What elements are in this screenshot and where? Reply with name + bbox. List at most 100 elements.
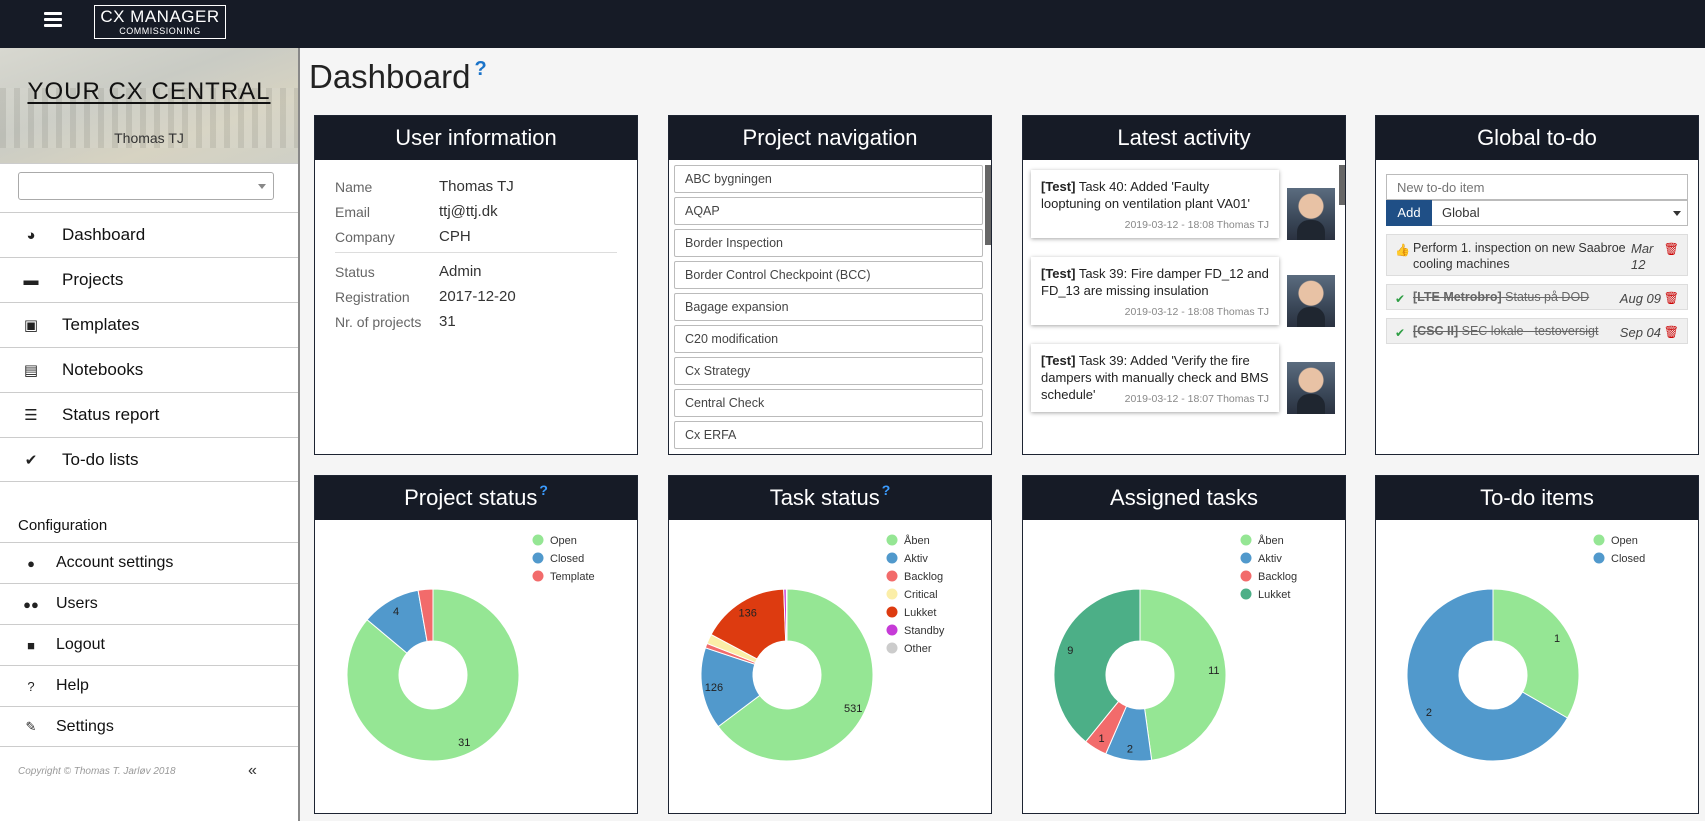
sidebar-item-account-settings[interactable]: ● Account settings xyxy=(0,542,298,583)
pie-slice[interactable] xyxy=(417,588,434,643)
activity-text: Task 39: Fire damper FD_12 and FD_13 are… xyxy=(1041,266,1269,298)
legend-item[interactable]: Backlog xyxy=(1240,570,1298,584)
todo-item[interactable]: ✔ [CSC II] SEC lokale - testoversigt Sep 0… xyxy=(1386,318,1688,344)
collapse-sidebar-icon[interactable]: « xyxy=(248,762,257,779)
project-link[interactable]: Cx Strategy xyxy=(674,357,983,385)
legend-swatch xyxy=(886,588,898,600)
pie-slice[interactable] xyxy=(785,588,788,642)
legend-item[interactable]: Lukket xyxy=(1240,588,1291,602)
help-icon[interactable]: ? xyxy=(881,482,891,498)
trash-icon[interactable]: 🗑 xyxy=(1663,325,1679,339)
slice-label: 136 xyxy=(739,607,757,619)
sidebar-item-help[interactable]: ? Help xyxy=(0,665,298,706)
activity-box: [Test] Task 39: Added 'Verify the fire d… xyxy=(1031,344,1279,412)
sidebar-item-projects[interactable]: ▬ Projects xyxy=(0,257,298,302)
pie-slice[interactable] xyxy=(1139,588,1227,761)
slice-label: 2 xyxy=(1426,707,1432,719)
pie-slice[interactable] xyxy=(346,588,520,762)
pie-slice[interactable] xyxy=(1406,588,1569,762)
legend-item[interactable]: Standby xyxy=(886,624,945,638)
activity-item[interactable]: [Test] Task 39: Fire damper FD_12 and FD… xyxy=(1031,257,1337,333)
sidebar-item-label: Dashboard xyxy=(62,225,146,244)
legend-label: Aktiv xyxy=(1258,553,1282,565)
project-link[interactable]: Central Check xyxy=(674,389,983,417)
chevron-down-icon xyxy=(258,184,266,189)
project-select[interactable] xyxy=(18,172,274,200)
project-link[interactable]: Border Control Checkpoint (BCC) xyxy=(674,261,983,289)
card-title-text: Task status xyxy=(769,485,880,510)
slice-label: 9 xyxy=(1067,645,1073,657)
main-nav: ◕ Dashboard ▬ Projects ▣ Templates ▤ Notebooks ☰… xyxy=(0,212,298,482)
sidebar-header: YOUR CX CENTRAL Thomas TJ xyxy=(0,48,298,164)
todo-item[interactable]: ✔ [LTE Metrobro] Status på DOD Aug 09 🗑 xyxy=(1386,284,1688,310)
new-todo-input[interactable] xyxy=(1386,174,1688,200)
sidebar-item-logout[interactable]: ■ Logout xyxy=(0,624,298,665)
legend-item[interactable]: Other xyxy=(886,642,932,656)
sidebar-item-templates[interactable]: ▣ Templates xyxy=(0,302,298,347)
legend-item[interactable]: Åben xyxy=(886,534,930,547)
app-logo[interactable]: CX MANAGER COMMISSIONING xyxy=(94,5,226,39)
legend-item[interactable]: Critical xyxy=(886,588,938,602)
slice-label: 31 xyxy=(458,737,470,749)
sidebar-item-dashboard[interactable]: ◕ Dashboard xyxy=(0,212,298,257)
sidebar-item-notebooks[interactable]: ▤ Notebooks xyxy=(0,347,298,392)
user-info-key: Company xyxy=(335,228,395,245)
sidebar-item-status-report[interactable]: ☰ Status report xyxy=(0,392,298,437)
check-icon[interactable]: ✔ xyxy=(1395,326,1406,340)
activity-item[interactable]: [Test] Task 39: Added 'Verify the fire d… xyxy=(1031,344,1337,420)
legend-item[interactable]: Closed xyxy=(1593,552,1646,566)
top-bar: CX MANAGER COMMISSIONING xyxy=(0,0,1705,48)
help-icon[interactable]: ? xyxy=(474,58,487,80)
pie-slice[interactable] xyxy=(1492,588,1580,719)
legend-item[interactable]: Åben xyxy=(1240,534,1284,547)
add-todo-button[interactable]: Add xyxy=(1386,200,1432,226)
sidebar-username: Thomas TJ xyxy=(114,130,184,146)
user-info-key: Name xyxy=(335,178,373,195)
legend-item[interactable]: Open xyxy=(1593,534,1638,548)
sidebar-item-label: Status report xyxy=(62,405,160,424)
todo-scope-select[interactable]: Global xyxy=(1432,200,1688,226)
legend-swatch xyxy=(1593,552,1605,564)
project-link[interactable]: Cx ERFA xyxy=(674,421,983,449)
scrollbar[interactable] xyxy=(1339,165,1345,205)
trash-icon[interactable]: 🗑 xyxy=(1663,291,1679,305)
project-link[interactable]: Border Inspection xyxy=(674,229,983,257)
legend-item[interactable]: Aktiv xyxy=(886,552,929,566)
project-link[interactable]: ABC bygningen xyxy=(674,165,983,193)
legend-item[interactable]: Aktiv xyxy=(1240,552,1283,566)
legend-item[interactable]: Backlog xyxy=(886,570,944,584)
help-icon[interactable]: ? xyxy=(539,482,548,498)
check-icon[interactable]: ✔ xyxy=(1395,292,1406,306)
project-link[interactable]: C20 modification xyxy=(674,325,983,353)
config-nav: ● Account settings ●● Users ■ Logout? Help ✎ Set… xyxy=(0,542,298,747)
sidebar-item-users[interactable]: ●● Users xyxy=(0,583,298,624)
pie-slice[interactable] xyxy=(1053,588,1141,743)
scrollbar[interactable] xyxy=(985,165,991,245)
user-info-row: Status Admin xyxy=(335,259,617,284)
activity-text: Task 40: Added 'Faulty looptuning on ven… xyxy=(1041,179,1250,211)
sidebar-item-to-do-lists[interactable]: ✔ To-do lists xyxy=(0,437,298,482)
project-link[interactable]: Bagage expansion xyxy=(674,293,983,321)
card-title-text: Assigned tasks xyxy=(1110,485,1258,510)
legend-item[interactable]: Template xyxy=(532,570,595,584)
todo-item[interactable]: 👍 Perform 1. inspection on new Saabroe co… xyxy=(1386,234,1688,276)
legend-item[interactable]: Lukket xyxy=(886,606,937,620)
legend-label: Aktiv xyxy=(904,553,928,565)
hamburger-menu-icon[interactable] xyxy=(44,12,62,30)
project-link[interactable]: AQAP xyxy=(674,197,983,225)
todo-text: Status på DOD xyxy=(1501,290,1590,304)
sidebar-item-label: Users xyxy=(56,595,98,612)
user-info-value: 31 xyxy=(439,313,456,330)
floppy-icon: ▣ xyxy=(23,317,39,334)
thumbs-up-icon[interactable]: 👍 xyxy=(1395,243,1410,257)
user-info-value: Admin xyxy=(439,263,482,280)
legend-item[interactable]: Closed xyxy=(532,552,585,566)
activity-item[interactable]: [Test] Task 40: Added 'Faulty looptuning… xyxy=(1031,170,1337,246)
pie-slice[interactable] xyxy=(717,588,874,762)
legend-item[interactable]: Open xyxy=(532,534,577,548)
trash-icon[interactable]: 🗑 xyxy=(1663,242,1679,256)
user-info-value: Thomas TJ xyxy=(439,178,514,195)
sidebar-item-settings[interactable]: ✎ Settings xyxy=(0,706,298,747)
legend-swatch xyxy=(1593,534,1605,546)
todo-text: Perform 1. inspection on new Saabroe coo… xyxy=(1413,241,1626,271)
